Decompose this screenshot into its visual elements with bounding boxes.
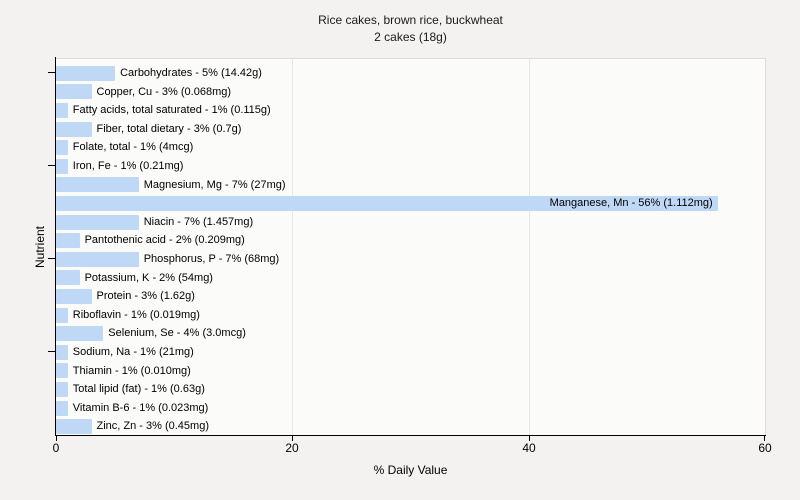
bar [56, 195, 718, 211]
bar-label: Zinc, Zn - 3% (0.45mg) [96, 420, 209, 433]
bar [56, 177, 139, 193]
bar [56, 65, 116, 81]
y-axis-tick [48, 258, 55, 259]
bar [56, 288, 92, 304]
bar [56, 140, 68, 156]
bar-row: Total lipid (fat) - 1% (0.63g) [56, 380, 765, 399]
bars-container: Carbohydrates - 5% (14.42g) Copper, Cu - … [56, 64, 765, 436]
bar [56, 214, 139, 230]
bar-label: Carbohydrates - 5% (14.42g) [120, 67, 262, 79]
bar-label: Vitamin B-6 - 1% (0.023mg) [72, 401, 209, 414]
bar-row: Fiber, total dietary - 3% (0.7g) [56, 120, 765, 139]
y-axis-tick [48, 165, 55, 166]
bar [56, 102, 68, 118]
bar-label: Iron, Fe - 1% (0.21mg) [72, 160, 184, 172]
chart-title-line1: Rice cakes, brown rice, buckwheat [318, 13, 503, 27]
gridline [292, 59, 293, 436]
bar-label: Manganese, Mn - 56% (1.112mg) [549, 197, 713, 210]
bar-label: Pantothenic acid - 2% (0.209mg) [84, 234, 245, 247]
bar-row: Selenium, Se - 4% (3.0mcg) [56, 324, 765, 343]
x-axis-line [55, 435, 766, 436]
bar-row: Manganese, Mn - 56% (1.112mg) [56, 194, 765, 213]
bar-label: Potassium, K - 2% (54mg) [84, 271, 213, 284]
bar-label: Fiber, total dietary - 3% (0.7g) [96, 122, 242, 135]
bar-row: Folate, total - 1% (4mcg) [56, 138, 765, 157]
bar-row: Fatty acids, total saturated - 1% (0.115… [56, 101, 765, 120]
bar-row: Zinc, Zn - 3% (0.45mg) [56, 417, 765, 436]
bar-label: Protein - 3% (1.62g) [96, 290, 195, 303]
bar [56, 121, 92, 137]
bar [56, 84, 92, 100]
plot-area: Carbohydrates - 5% (14.42g) Copper, Cu - … [56, 58, 766, 436]
x-axis-tick [529, 436, 530, 441]
bar [56, 270, 80, 286]
bar [56, 158, 68, 174]
bar-row: Thiamin - 1% (0.010mg) [56, 362, 765, 381]
bar-row: Potassium, K - 2% (54mg) [56, 269, 765, 288]
bar-label: Sodium, Na - 1% (21mg) [72, 346, 194, 358]
chart-title-line2: 2 cakes (18g) [374, 30, 447, 44]
y-axis-label: Nutrient [33, 225, 47, 269]
bar-row: Iron, Fe - 1% (0.21mg) [56, 157, 765, 176]
y-axis-line [55, 57, 56, 436]
bar-row: Protein - 3% (1.62g) [56, 287, 765, 306]
bar-row: Sodium, Na - 1% (21mg) [56, 343, 765, 362]
bar [56, 307, 68, 323]
bar [56, 363, 68, 379]
chart-title: Rice cakes, brown rice, buckwheat 2 cake… [56, 12, 765, 46]
bar-label: Phosphorus, P - 7% (68mg) [143, 253, 280, 265]
bar-label: Folate, total - 1% (4mcg) [72, 141, 194, 154]
bar-label: Magnesium, Mg - 7% (27mg) [143, 178, 286, 191]
x-axis-tick [764, 436, 765, 441]
bar-row: Pantothenic acid - 2% (0.209mg) [56, 231, 765, 250]
bar [56, 400, 68, 416]
y-axis-tick [48, 351, 55, 352]
bar [56, 344, 68, 360]
bar-row: Carbohydrates - 5% (14.42g) [56, 64, 765, 83]
bar [56, 419, 92, 435]
bar-label: Total lipid (fat) - 1% (0.63g) [72, 383, 205, 396]
bar-label: Copper, Cu - 3% (0.068mg) [96, 85, 232, 98]
x-axis-tick-label: 0 [52, 441, 60, 455]
gridline [529, 59, 530, 436]
bar-label: Fatty acids, total saturated - 1% (0.115… [72, 104, 271, 117]
x-axis-tick [56, 436, 57, 441]
bar [56, 326, 104, 342]
bar-label: Riboflavin - 1% (0.019mg) [72, 308, 200, 321]
bar-label: Niacin - 7% (1.457mg) [143, 215, 254, 228]
bar-row: Niacin - 7% (1.457mg) [56, 213, 765, 232]
bar-row: Riboflavin - 1% (0.019mg) [56, 306, 765, 325]
bar [56, 233, 80, 249]
bar-row: Copper, Cu - 3% (0.068mg) [56, 83, 765, 102]
bar-row: Magnesium, Mg - 7% (27mg) [56, 176, 765, 195]
x-axis-tick-label: 40 [522, 441, 536, 455]
y-axis-tick [48, 72, 55, 73]
x-axis-tick-label: 60 [758, 441, 772, 455]
x-axis-tick [292, 436, 293, 441]
bar-label: Selenium, Se - 4% (3.0mcg) [108, 327, 246, 340]
x-axis-tick-label: 20 [285, 441, 299, 455]
bar-label: Thiamin - 1% (0.010mg) [72, 364, 191, 377]
bar [56, 251, 139, 267]
bar-row: Vitamin B-6 - 1% (0.023mg) [56, 399, 765, 418]
bar [56, 381, 68, 397]
bar-row: Phosphorus, P - 7% (68mg) [56, 250, 765, 269]
x-axis-label: % Daily Value [373, 463, 448, 477]
